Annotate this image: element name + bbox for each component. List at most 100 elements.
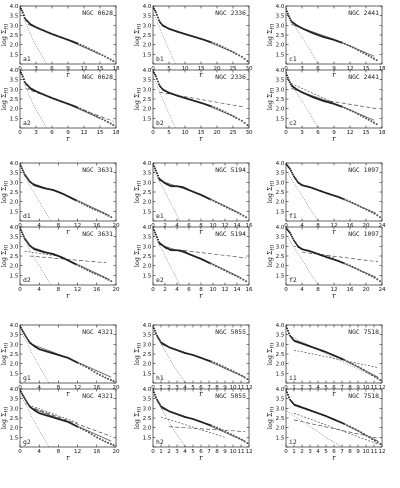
y-tick-label: 2.5 [10,97,19,103]
y-tick-label: 2.5 [10,254,19,260]
y-tick-label: 4.0 [276,387,285,393]
profile-point [289,231,291,234]
y-tick-label: 3.0 [143,23,152,29]
y-tick-label: 2.0 [276,43,285,49]
x-tick-label: 7 [340,449,344,455]
profile-point [375,59,378,62]
y-tick-label: 4.0 [10,4,19,10]
profile-point [156,334,158,337]
x-tick-label: 9 [66,66,70,72]
x-axis-label: r [199,292,203,300]
profile-point [153,71,155,74]
profile-point [229,433,232,436]
x-tick-label: 30 [245,130,253,136]
profile-point [240,374,243,377]
y-tick-label: 1.5 [276,273,285,279]
y-tick-label: 1.5 [10,435,19,441]
x-tick-label: 11 [237,449,245,455]
profile-point [79,43,82,46]
x-tick-label: 4 [175,223,179,229]
y-tick-label: 1.5 [10,209,19,215]
x-tick-label: 8 [348,385,352,391]
profile-point [212,199,215,202]
profile-point [78,200,81,204]
profile-point [20,229,22,232]
y-tick-label: 3.5 [10,14,19,20]
x-tick-label: 5 [167,130,171,136]
profile-point [85,110,88,113]
galaxy-name: NGC 2336 [215,9,246,17]
y-axis-label: log ΣHI [266,343,276,365]
profile-point [107,278,110,281]
y-tick-label: 3.5 [10,333,19,339]
x-tick-label: 14 [233,287,241,293]
profile-point [292,175,295,178]
y-tick-label: 3.0 [10,87,19,93]
profile-point [378,216,382,219]
profile-point [153,163,154,165]
y-axis-label-sub: HI [271,24,276,30]
profile-point [86,204,89,208]
y-tick-label: 1.5 [143,273,152,279]
x-tick-label: 6 [187,223,191,229]
profile-point [156,77,158,80]
x-tick-label: 11 [237,385,245,391]
y-tick-label: 4.0 [10,68,19,74]
profile-point [112,380,115,383]
y-tick-label: 4.0 [143,225,152,231]
profile-point [225,206,229,209]
fit-line-dash [301,251,379,263]
x-axis-label: r [199,454,203,462]
profile-point [343,198,346,201]
profile-point [371,438,374,441]
x-tick-label: 8 [57,449,61,455]
y-axis-label-sub: HI [138,407,143,413]
profile-point [354,267,357,270]
y-tick-label: 3.0 [143,244,152,250]
x-tick-label: 15 [197,130,205,136]
profile-point [156,13,158,16]
x-tick-label: 18 [378,66,386,72]
profile-point [221,365,224,368]
y-axis-label: log ΣHI [0,343,10,365]
fit-line-dot [20,392,50,447]
x-tick-label: 8 [57,223,61,229]
x-tick-label: 15 [96,130,104,136]
profile-point [240,55,243,58]
profile-point [153,165,155,168]
profile-point [356,268,360,271]
x-tick-label: 0 [151,385,155,391]
profile-point [357,365,360,368]
profile-point [295,179,298,182]
profile-point [93,50,96,53]
x-tick-label: 8 [316,223,320,229]
y-tick-label: 2.0 [143,200,152,206]
galaxy-name: NGC 0628 [82,9,113,17]
profile-point [86,268,89,272]
x-tick-label: 8 [316,287,320,293]
profile-point [351,201,354,204]
profile-point [20,227,21,229]
x-tick-label: 15 [362,66,370,72]
x-tick-label: 8 [215,385,219,391]
profile-point [349,361,352,364]
y-tick-label: 2.0 [143,43,152,49]
x-tick-label: 5 [191,385,195,391]
panel-label: f2 [289,276,297,284]
profile-point [157,16,159,19]
y-axis-label-sub: HI [5,24,10,30]
x-tick-label: 18 [112,130,120,136]
profile-point [85,430,88,433]
profile-point [224,47,227,50]
x-tick-label: 12 [378,449,385,455]
y-tick-label: 3.5 [143,14,152,20]
x-axis-label: r [199,390,203,398]
profile-point [238,437,241,440]
x-tick-label: 6 [199,385,203,391]
profile-point [221,45,224,49]
profile-point [244,280,248,283]
y-tick-label: 3.5 [143,78,152,84]
profile-point [370,211,373,214]
x-tick-label: 10 [181,66,189,72]
